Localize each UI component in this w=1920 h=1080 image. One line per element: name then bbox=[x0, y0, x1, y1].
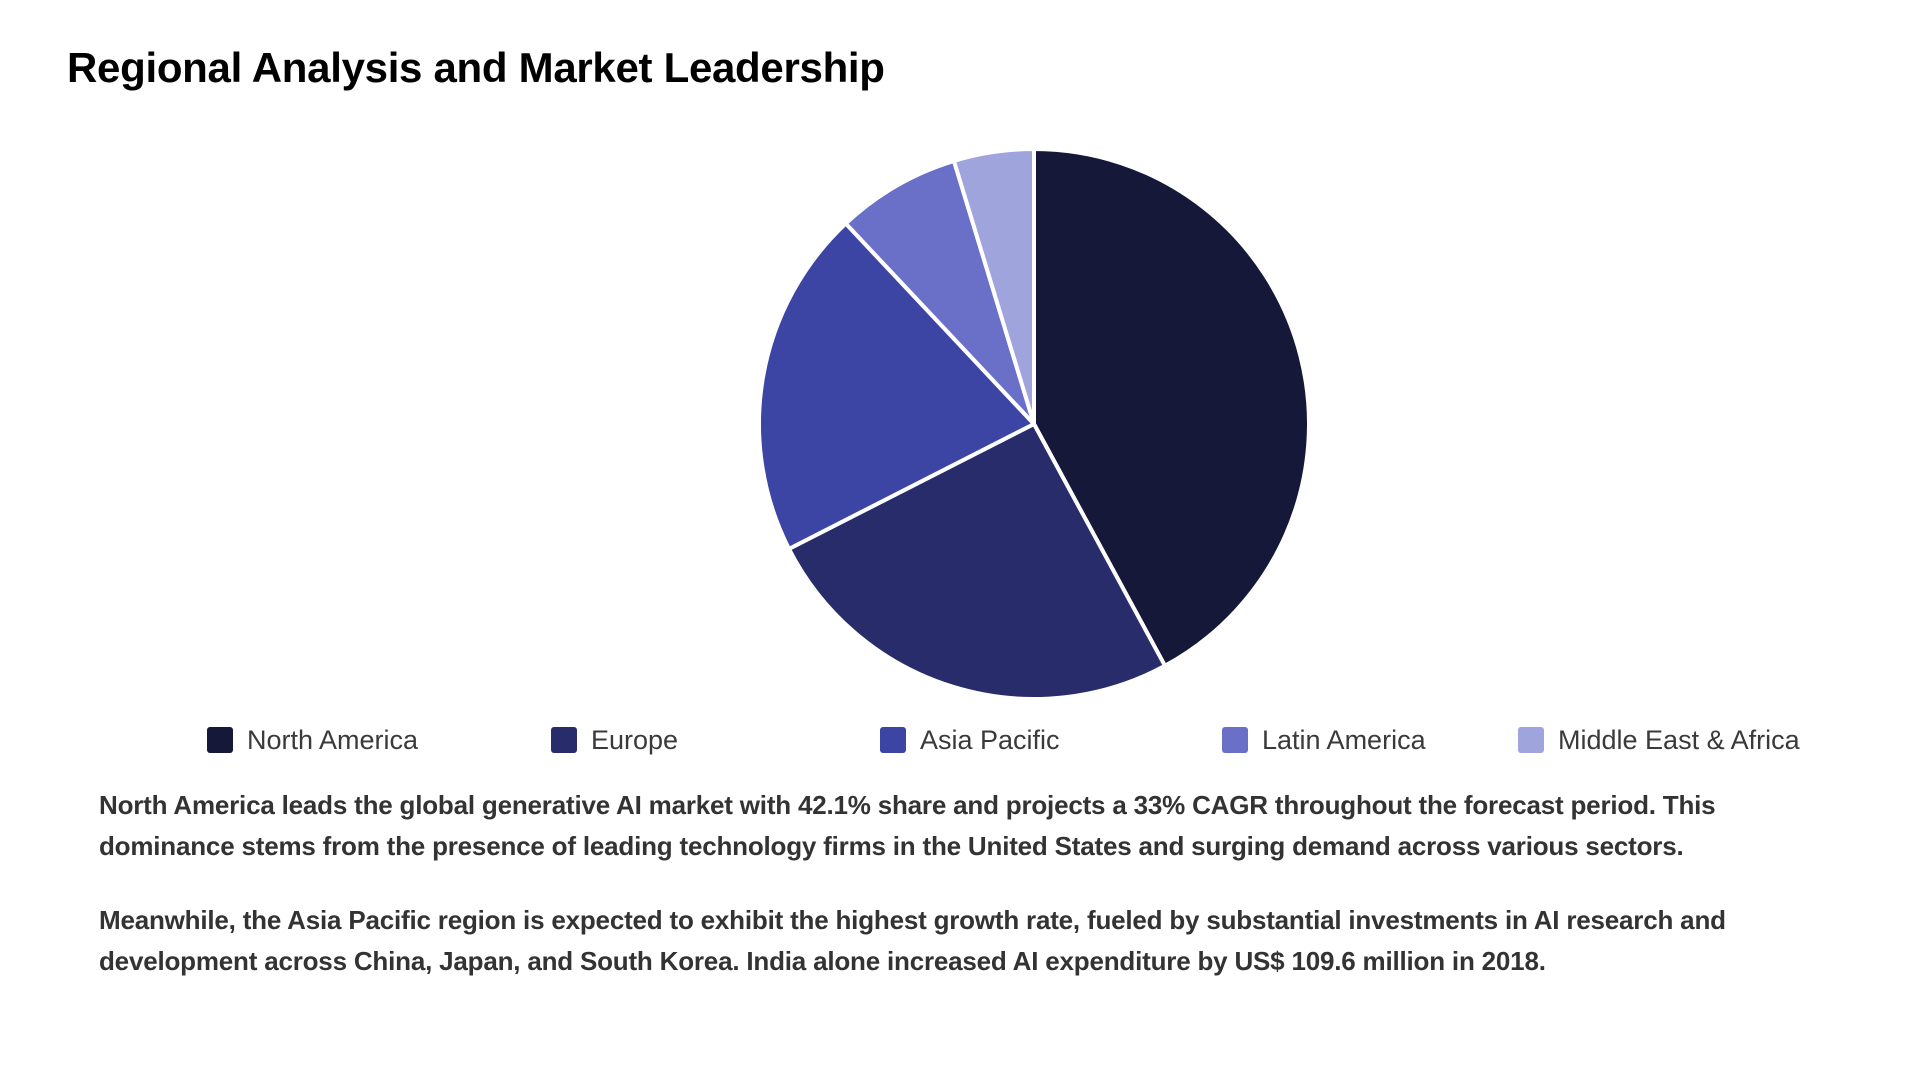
pie-slice-north-america bbox=[1032, 147, 1311, 668]
body-paragraph-1: North America leads the global generativ… bbox=[99, 790, 1716, 861]
legend-item-middle-east-africa: Middle East & Africa bbox=[1518, 724, 1800, 756]
legend-item-north-america: North America bbox=[207, 724, 418, 756]
legend-swatch-north-america bbox=[207, 727, 233, 753]
legend-label-north-america: North America bbox=[247, 724, 419, 755]
pie-slice-europe bbox=[786, 422, 1167, 702]
legend-label-middle-east-africa: Middle East & Africa bbox=[1558, 724, 1800, 755]
pie-chart-svg bbox=[757, 147, 1311, 702]
pie-slice-latin-america bbox=[843, 158, 1036, 426]
legend-label-asia-pacific: Asia Pacific bbox=[920, 724, 1060, 755]
pie-slice-asia-pacific bbox=[757, 221, 1036, 551]
legend-label-europe: Europe bbox=[591, 724, 679, 755]
legend-swatch-europe bbox=[551, 727, 577, 753]
pie-chart bbox=[757, 147, 1311, 702]
legend-label-latin-america: Latin America bbox=[1262, 724, 1426, 755]
legend-item-europe: Europe bbox=[551, 724, 678, 756]
page-title: Regional Analysis and Market Leadership bbox=[67, 44, 885, 91]
legend-swatch-latin-america bbox=[1222, 727, 1248, 753]
legend-item-asia-pacific: Asia Pacific bbox=[880, 724, 1060, 756]
pie-slice-middle-east-africa bbox=[951, 147, 1036, 426]
body-paragraph-2: Meanwhile, the Asia Pacific region is ex… bbox=[99, 905, 1726, 976]
legend-swatch-middle-east-africa bbox=[1518, 727, 1544, 753]
legend-item-latin-america: Latin America bbox=[1222, 724, 1426, 756]
chart-legend: North America Europe Asia Pacific Latin Ame… bbox=[0, 724, 1920, 756]
legend-swatch-asia-pacific bbox=[880, 727, 906, 753]
